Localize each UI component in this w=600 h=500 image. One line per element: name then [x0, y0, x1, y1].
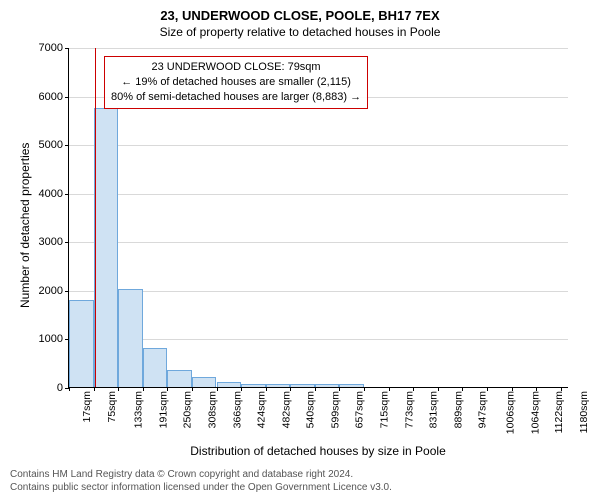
x-tick-mark: [266, 387, 267, 391]
x-tick-mark: [143, 387, 144, 391]
x-tick-mark: [561, 387, 562, 391]
annotation-larger: 80% of semi-detached houses are larger (…: [111, 90, 361, 105]
x-tick-label: 599sqm: [330, 387, 342, 428]
histogram-bar: [192, 377, 217, 387]
histogram-bar: [217, 382, 242, 387]
y-tick-label: 3000: [39, 236, 69, 248]
histogram-bar: [69, 300, 94, 387]
x-tick-mark: [290, 387, 291, 391]
x-tick-mark: [438, 387, 439, 391]
y-tick-label: 6000: [39, 91, 69, 103]
histogram-bar: [266, 384, 291, 387]
y-tick-label: 5000: [39, 139, 69, 151]
x-tick-label: 831sqm: [428, 387, 440, 428]
chart-container: 23, UNDERWOOD CLOSE, POOLE, BH17 7EX Siz…: [0, 0, 600, 500]
x-tick-label: 424sqm: [256, 387, 268, 428]
histogram-bar: [339, 384, 364, 387]
x-tick-label: 1122sqm: [553, 387, 565, 433]
x-tick-label: 482sqm: [280, 387, 292, 428]
x-tick-mark: [512, 387, 513, 391]
histogram-bar: [315, 384, 340, 387]
x-tick-mark: [94, 387, 95, 391]
x-tick-label: 773sqm: [403, 387, 415, 428]
x-tick-label: 889sqm: [452, 387, 464, 428]
y-tick-label: 0: [57, 382, 69, 394]
x-tick-label: 366sqm: [231, 387, 243, 428]
x-tick-mark: [339, 387, 340, 391]
x-axis-label: Distribution of detached houses by size …: [68, 444, 568, 458]
x-tick-mark: [315, 387, 316, 391]
x-tick-label: 1180sqm: [578, 387, 590, 433]
footer-line-2: Contains public sector information licen…: [10, 481, 392, 494]
grid-line: [69, 291, 568, 292]
x-tick-label: 75sqm: [105, 387, 117, 423]
x-tick-mark: [241, 387, 242, 391]
x-tick-mark: [192, 387, 193, 391]
x-tick-label: 133sqm: [133, 387, 145, 428]
annotation-box: 23 UNDERWOOD CLOSE: 79sqm← 19% of detach…: [104, 56, 368, 109]
property-marker-line: [95, 48, 96, 387]
grid-line: [69, 194, 568, 195]
x-tick-label: 657sqm: [354, 387, 366, 428]
y-tick-label: 1000: [39, 333, 69, 345]
x-tick-mark: [462, 387, 463, 391]
grid-line: [69, 339, 568, 340]
x-tick-label: 191sqm: [157, 387, 169, 428]
histogram-bar: [290, 384, 315, 387]
plot-area: 0100020003000400050006000700017sqm75sqm1…: [68, 48, 568, 388]
grid-line: [69, 242, 568, 243]
chart-subtitle: Size of property relative to detached ho…: [0, 23, 600, 39]
histogram-bar: [241, 384, 266, 387]
x-tick-label: 947sqm: [477, 387, 489, 428]
footer-attribution: Contains HM Land Registry data © Crown c…: [10, 468, 392, 494]
grid-line: [69, 48, 568, 49]
x-tick-label: 250sqm: [182, 387, 194, 428]
x-tick-mark: [364, 387, 365, 391]
x-tick-label: 540sqm: [305, 387, 317, 428]
grid-line: [69, 145, 568, 146]
x-tick-label: 17sqm: [81, 387, 93, 423]
y-tick-label: 4000: [39, 188, 69, 200]
x-tick-label: 1006sqm: [505, 387, 517, 434]
x-tick-mark: [413, 387, 414, 391]
x-tick-mark: [118, 387, 119, 391]
x-tick-mark: [167, 387, 168, 391]
y-axis-label: Number of detached properties: [18, 143, 32, 308]
histogram-bar: [94, 108, 119, 387]
x-tick-mark: [536, 387, 537, 391]
y-tick-label: 2000: [39, 285, 69, 297]
x-tick-label: 1064sqm: [529, 387, 541, 434]
footer-line-1: Contains HM Land Registry data © Crown c…: [10, 468, 392, 481]
annotation-title: 23 UNDERWOOD CLOSE: 79sqm: [111, 60, 361, 75]
histogram-bar: [167, 370, 192, 387]
x-tick-mark: [217, 387, 218, 391]
chart-title-address: 23, UNDERWOOD CLOSE, POOLE, BH17 7EX: [0, 0, 600, 23]
histogram-bar: [118, 289, 143, 387]
x-tick-label: 308sqm: [207, 387, 219, 428]
x-tick-mark: [487, 387, 488, 391]
histogram-bar: [143, 348, 168, 387]
x-tick-label: 715sqm: [379, 387, 391, 428]
annotation-smaller: ← 19% of detached houses are smaller (2,…: [111, 75, 361, 90]
x-tick-mark: [389, 387, 390, 391]
y-tick-label: 7000: [39, 42, 69, 54]
x-tick-mark: [69, 387, 70, 391]
